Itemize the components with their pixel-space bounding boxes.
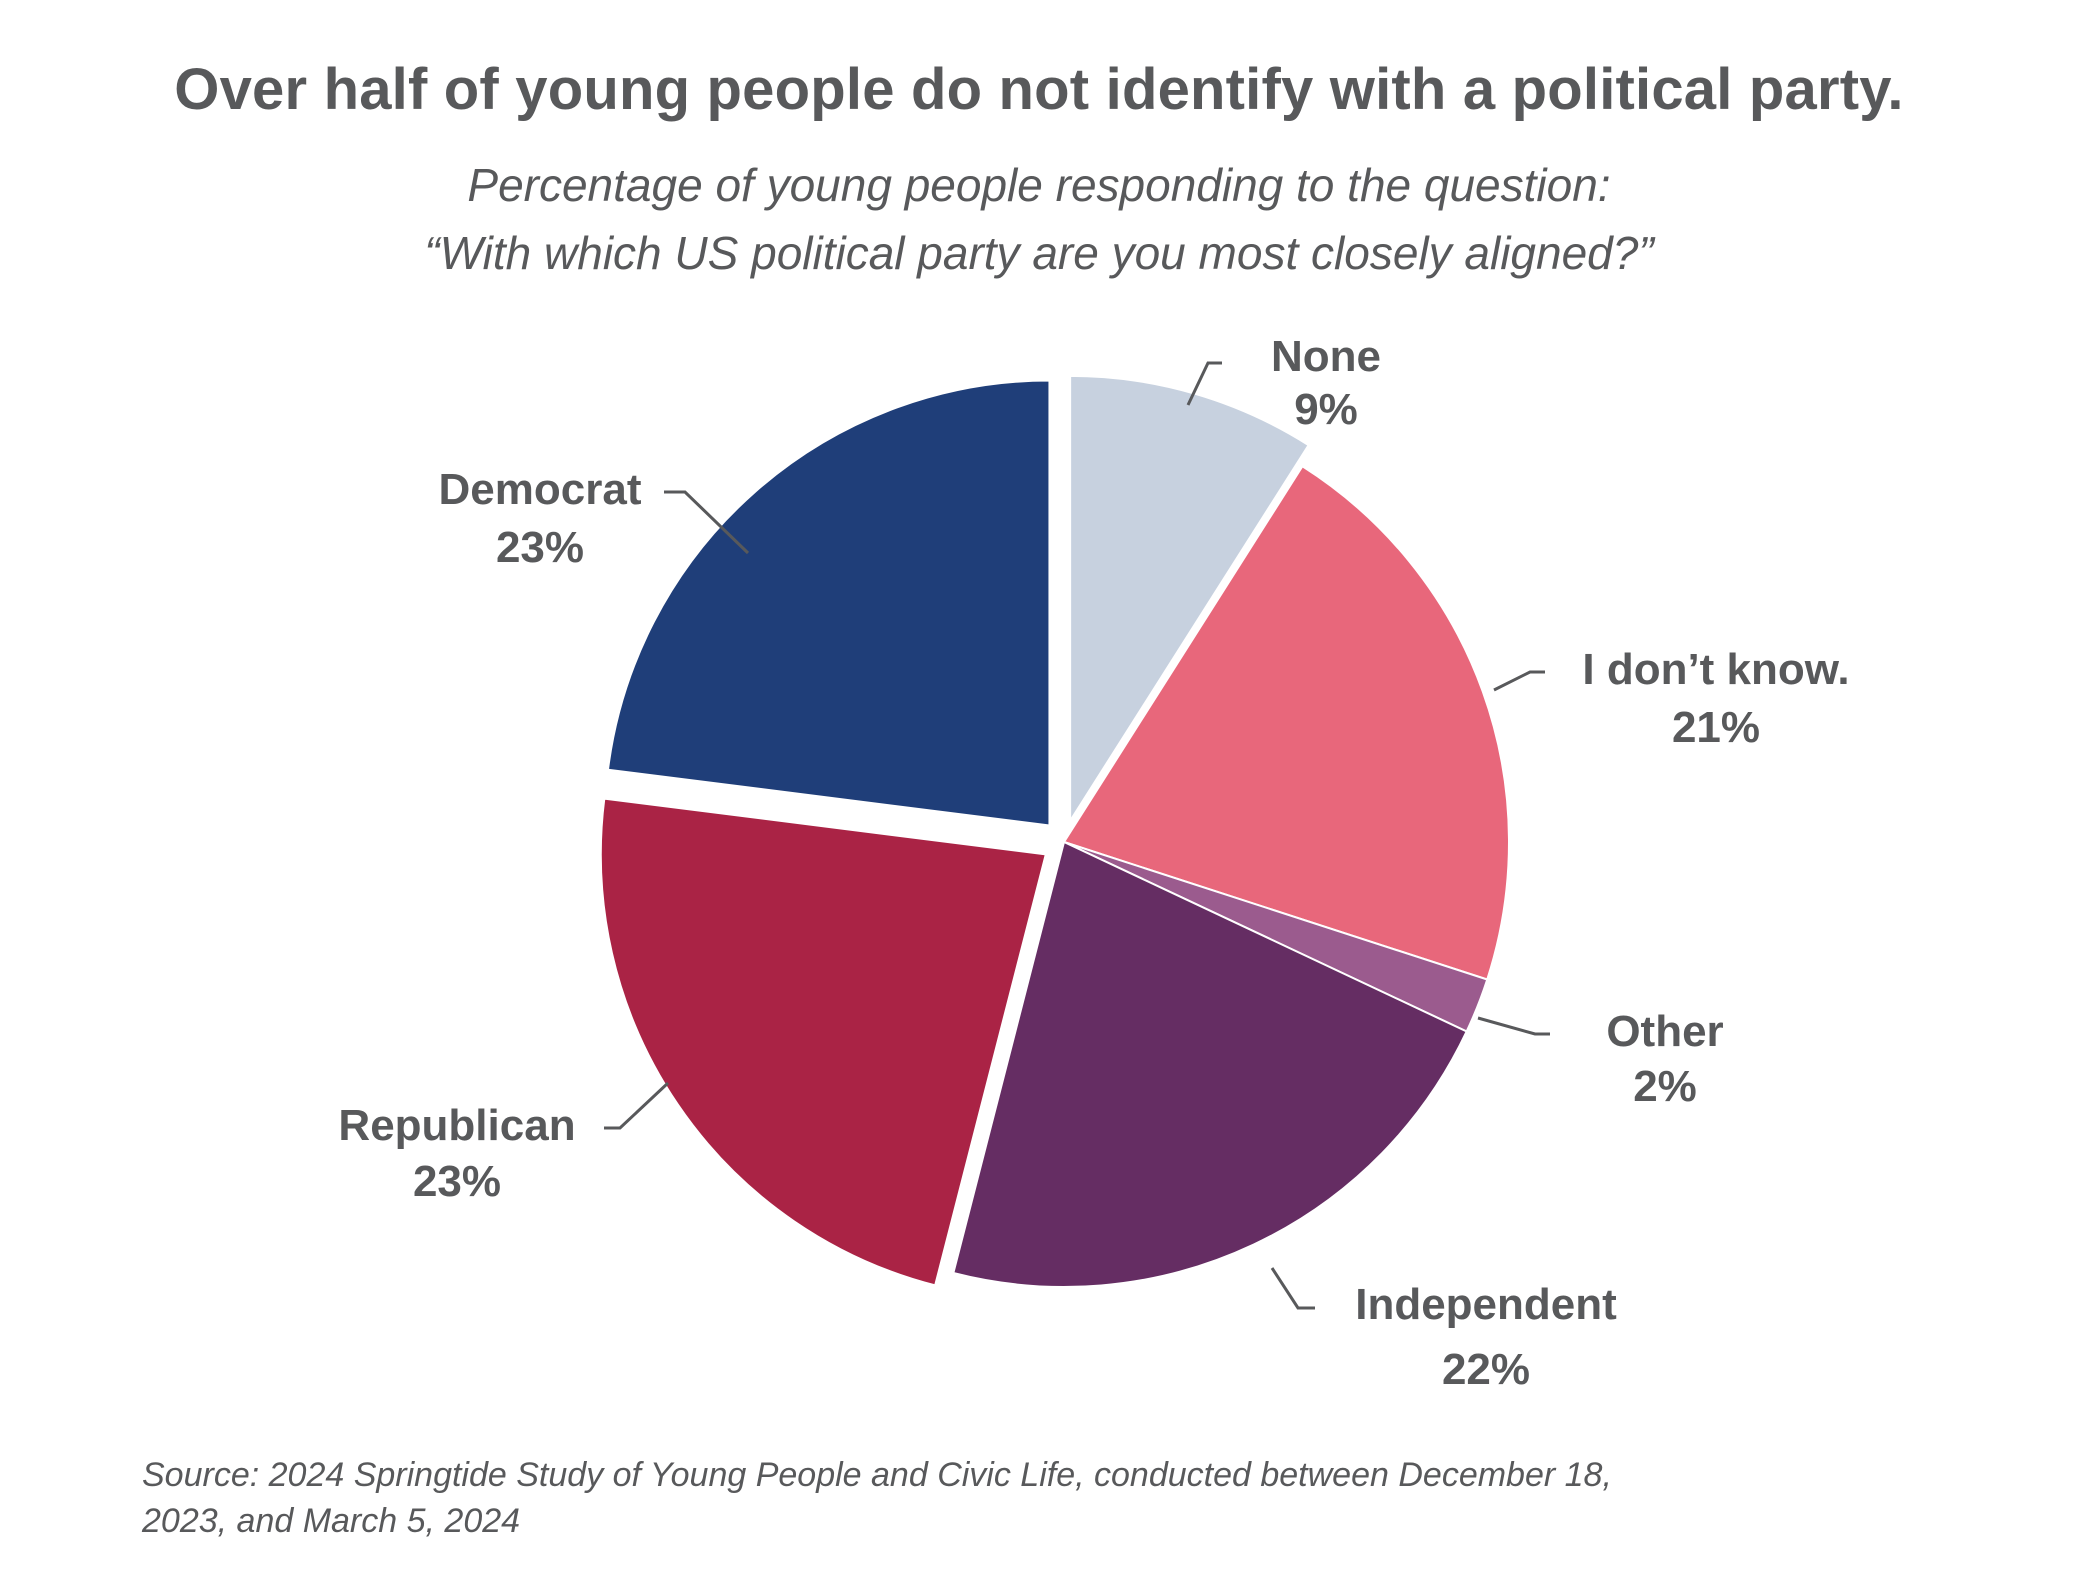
pie-slice-democrat xyxy=(606,379,1051,827)
leader-independent xyxy=(1270,1267,1315,1310)
source-note-line-2: 2023, and March 5, 2024 xyxy=(142,1502,521,1540)
slice-value-democrat: 23% xyxy=(496,523,584,572)
leader-republican xyxy=(604,1081,670,1130)
slice-labels: None 9% I don’t know. 21% Other 2% Indep… xyxy=(338,332,1849,1394)
slice-value-independent: 22% xyxy=(1442,1345,1530,1394)
slice-label-other: Other xyxy=(1606,1007,1723,1056)
leader-democrat xyxy=(664,490,750,555)
pie-slice-i-don-t-know xyxy=(1062,464,1510,981)
source-note: Source: 2024 Springtide Study of Young P… xyxy=(142,1452,1942,1544)
leader-dont-know xyxy=(1493,670,1545,692)
pie-slices xyxy=(599,374,1510,1288)
label-leader-lines xyxy=(604,361,1550,1310)
chart-subtitle-line-2: “With which US political party are you m… xyxy=(424,227,1654,279)
chart-subtitle-line-1: Percentage of young people responding to… xyxy=(467,159,1611,211)
source-note-line-1: Source: 2024 Springtide Study of Young P… xyxy=(142,1456,1612,1494)
leader-other xyxy=(1477,1016,1550,1036)
slice-label-democrat: Democrat xyxy=(439,465,642,514)
slice-value-other: 2% xyxy=(1633,1062,1697,1111)
slice-label-independent: Independent xyxy=(1355,1280,1617,1329)
slice-value-none: 9% xyxy=(1294,385,1358,434)
chart-title: Over half of young people do not identif… xyxy=(174,57,1904,122)
slice-value-dont-know: 21% xyxy=(1672,703,1760,752)
slice-label-dont-know: I don’t know. xyxy=(1582,645,1849,694)
leader-none xyxy=(1186,361,1222,406)
pie-slice-independent xyxy=(952,840,1468,1288)
slice-label-none: None xyxy=(1271,332,1381,381)
pie-slice-republican xyxy=(599,797,1048,1287)
slice-label-republican: Republican xyxy=(338,1101,575,1150)
slice-value-republican: 23% xyxy=(413,1157,501,1206)
